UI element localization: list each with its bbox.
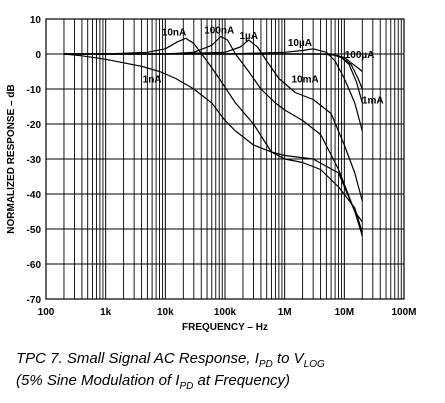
series-label-5: 100µA — [345, 50, 375, 61]
plot-frame — [45, 18, 405, 300]
x-tick-label: 100k — [214, 307, 237, 318]
series-label-7: 1mA — [362, 96, 384, 107]
series-line-2 — [64, 35, 363, 237]
series-line-4 — [64, 48, 363, 132]
series-line-7 — [64, 53, 363, 72]
curve-labels: 1nA 10nA 100nA 1µA 10µA 100µA 10mA 1mA — [143, 26, 384, 107]
caption-2-sub-pd: PD — [179, 381, 194, 392]
caption-2-prefix: (5% Sine Modulation of I — [16, 372, 180, 389]
x-tick-label: 1M — [278, 307, 292, 318]
series-label-2: 100nA — [204, 26, 234, 37]
caption-1-prefix: TPC 7. Small Signal AC Response, I — [16, 350, 259, 367]
y-tick-label: -30 — [27, 155, 42, 166]
y-tick-label: -10 — [27, 85, 42, 96]
y-tick-label: -60 — [27, 260, 42, 271]
x-axis-title: FREQUENCY – Hz — [182, 322, 268, 333]
series-label-0: 1nA — [143, 75, 162, 86]
caption-1-mid: to V — [272, 350, 304, 367]
series-line-0 — [63, 53, 363, 223]
caption-line-1: TPC 7. Small Signal AC Response, IPD to … — [16, 350, 325, 370]
y-tick-label: -70 — [27, 295, 42, 306]
x-tick-label: 10k — [157, 307, 174, 318]
caption-1-sub-pd: PD — [258, 359, 273, 370]
series-label-1: 10nA — [162, 27, 186, 38]
grid — [46, 18, 404, 300]
x-tick-label: 100M — [391, 307, 416, 318]
y-tick-label: 10 — [30, 15, 42, 26]
y-tick-label: 0 — [35, 50, 41, 61]
series-label-4: 10µA — [288, 38, 312, 49]
y-axis-title: NORMALIZED RESPONSE – dB — [6, 84, 17, 233]
y-tick-label: -20 — [27, 120, 42, 131]
x-tick-label: 10M — [335, 307, 354, 318]
y-tick-label: -50 — [27, 225, 42, 236]
caption-line-2: (5% Sine Modulation of IPD at Frequency) — [16, 372, 290, 392]
x-tick-label: 100 — [38, 307, 55, 318]
x-tick-label: 1k — [100, 307, 112, 318]
series-label-6: 10mA — [291, 75, 318, 86]
series-label-3: 1µA — [239, 31, 258, 42]
y-tick-label: -40 — [27, 190, 42, 201]
caption-1-sub-log: LOG — [303, 359, 325, 370]
series-line-1 — [64, 37, 363, 233]
series-group — [63, 35, 363, 237]
tick-labels: 100 1k 10k 100k 1M 10M 100M100-10-20-30-40-50-… — [27, 15, 417, 318]
series-line-3 — [64, 39, 363, 202]
caption-2-suffix: at Frequency) — [193, 372, 291, 389]
chart: 100 1k 10k 100k 1M 10M 100M100-10-20-30-40-50-… — [6, 15, 417, 333]
